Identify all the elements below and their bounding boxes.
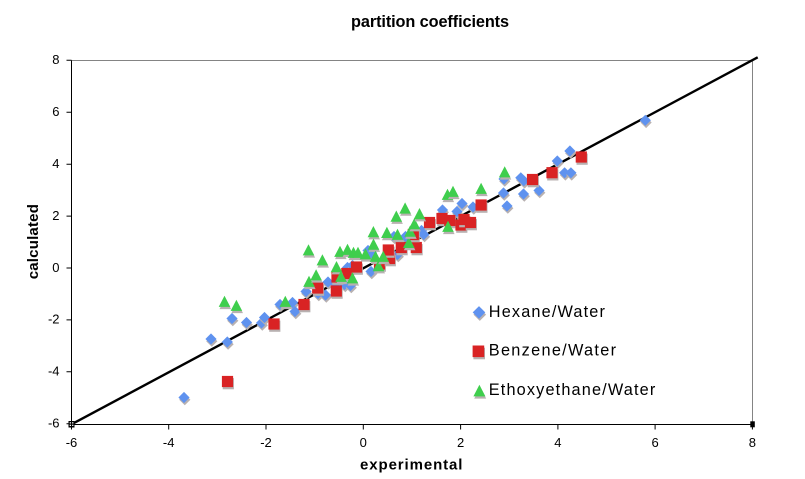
svg-text:2: 2 (457, 435, 464, 450)
svg-text:0: 0 (360, 435, 367, 450)
svg-text:partition coefficients: partition coefficients (351, 13, 509, 31)
svg-text:4: 4 (52, 156, 59, 171)
svg-text:Hexane/Water: Hexane/Water (489, 303, 606, 321)
svg-text:4: 4 (554, 435, 561, 450)
svg-text:6: 6 (52, 104, 59, 119)
svg-text:6: 6 (651, 435, 658, 450)
svg-text:8: 8 (52, 52, 59, 67)
svg-text:Benzene/Water: Benzene/Water (489, 342, 618, 360)
svg-text:experimental: experimental (360, 457, 463, 474)
svg-text:-4: -4 (163, 435, 175, 450)
svg-text:-2: -2 (260, 435, 272, 450)
svg-text:8: 8 (749, 435, 756, 450)
svg-text:-4: -4 (48, 364, 60, 379)
svg-text:0: 0 (52, 260, 59, 275)
svg-text:-6: -6 (66, 435, 78, 450)
svg-text:2: 2 (52, 208, 59, 223)
svg-text:Ethoxyethane/Water: Ethoxyethane/Water (489, 381, 657, 399)
svg-text:calculated: calculated (25, 204, 42, 279)
svg-text:-6: -6 (48, 416, 60, 431)
svg-text:-2: -2 (48, 312, 60, 327)
